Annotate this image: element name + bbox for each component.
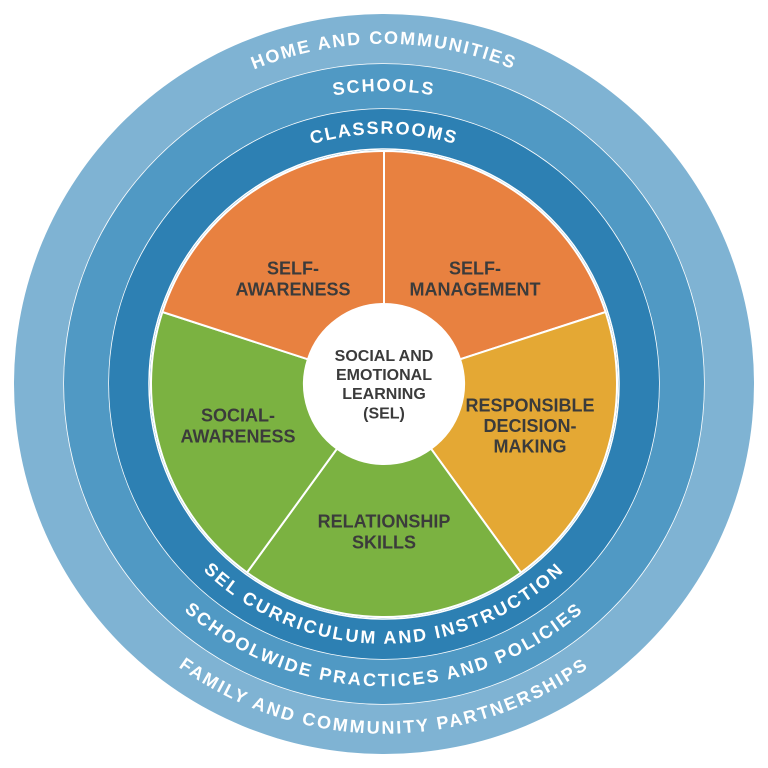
sel-wheel-diagram: HOME AND COMMUNITIESFAMILY AND COMMUNITY… [0,0,768,768]
hub-circle [304,304,464,464]
